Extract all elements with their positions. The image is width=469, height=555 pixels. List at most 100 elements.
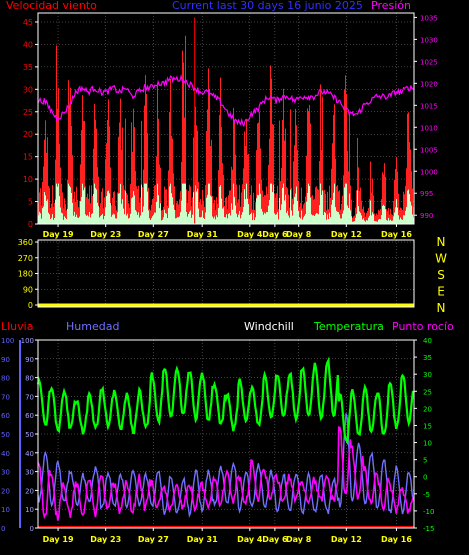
wind-pressure-panel (37, 13, 414, 224)
dewpoint-line (37, 426, 414, 521)
temp-tick-label: -15 (423, 525, 434, 533)
humidity-tick-label: 50 (25, 431, 34, 439)
day-label: Day 16 (381, 535, 412, 544)
humidity-tick-label: 60 (25, 412, 34, 420)
temp-tick-label: 0 (423, 474, 427, 482)
temp-tick-label: 25 (423, 388, 432, 396)
temp-tick-label: 40 (423, 337, 432, 345)
wind-axis-ticks: 0 5 10 15 20 25 30 35 40 45 (23, 18, 38, 229)
rain-tick-label: 60 (1, 412, 10, 420)
humidity-axis-label: Humedad (66, 320, 119, 333)
day-label: Day 27 (138, 535, 169, 544)
pressure-line (37, 73, 414, 128)
temp-tick-label: 20 (423, 405, 432, 413)
temp-tick-label: 5 (423, 457, 427, 465)
wind-axis-label: Velocidad viento (6, 0, 97, 12)
compass-label: N (437, 235, 446, 249)
direction-axis-ticks: 0 90 180 270 360 (18, 238, 38, 310)
rain-axis-label: Lluvia (1, 320, 33, 333)
direction-tick-label: 180 (18, 270, 33, 279)
temp-tick-label: 15 (423, 422, 432, 430)
temperature-label: Temperatura (313, 320, 384, 333)
climate-panel (36, 340, 415, 528)
rain-tick-label: 30 (1, 469, 10, 477)
rain-tick-label: 0 (1, 525, 5, 533)
wind-tick-label: 0 (28, 220, 33, 229)
rain-tick-label: 20 (1, 487, 10, 495)
temp-tick-label: -10 (423, 508, 434, 516)
compass-label: S (437, 268, 445, 282)
wind-tick-label: 10 (23, 175, 33, 184)
chart-title: Current last 30 days 16 junio 2025 (172, 0, 363, 12)
rain-tick-label: 10 (1, 506, 10, 514)
humidity-tick-label: 10 (25, 506, 34, 514)
humidity-tick-label: 70 (25, 393, 34, 401)
wind-panel-frame (37, 12, 415, 225)
wind-tick-label: 40 (23, 40, 33, 49)
temp-tick-label: 30 (423, 371, 432, 379)
compass-label: W (435, 252, 447, 266)
windchill-label: Windchill (244, 320, 294, 333)
day-label: Day 4 (237, 230, 263, 239)
wind-tick-label: 20 (23, 130, 33, 139)
pressure-tick-label: 990 (420, 212, 433, 220)
wind-tick-label: 25 (23, 108, 33, 117)
rain-tick-label: 40 (1, 450, 10, 458)
day-label: Day 31 (187, 535, 218, 544)
day-label: Day 4 (237, 535, 263, 544)
humidity-tick-label: 90 (25, 356, 34, 364)
pressure-tick-label: 1030 (420, 36, 438, 44)
pressure-axis-ticks: 990 995 1000 1005 1010 1015 1020 1025 1030 1035 (414, 14, 438, 220)
rain-tick-label: 70 (1, 393, 10, 401)
day-label: Day 8 (286, 535, 312, 544)
wind-tick-label: 45 (23, 18, 33, 27)
pressure-tick-label: 1020 (420, 80, 438, 88)
pressure-tick-label: 1000 (420, 168, 438, 176)
compass-label: E (437, 285, 445, 299)
day-label: Day 12 (331, 535, 362, 544)
wind-tick-label: 35 (23, 63, 33, 72)
direction-tick-label: 270 (18, 254, 33, 263)
day-label: Day 6 (262, 535, 288, 544)
pressure-tick-label: 1005 (420, 146, 438, 154)
compass-label: N (437, 301, 446, 315)
day-label: Day 23 (90, 535, 121, 544)
humidity-tick-label: 0 (30, 525, 34, 533)
humidity-tick-label: 20 (25, 487, 34, 495)
day-label: Day 19 (43, 535, 74, 544)
rain-tick-label: 90 (1, 356, 10, 364)
pressure-tick-label: 1010 (420, 124, 438, 132)
humidity-line (37, 413, 414, 519)
climate-axis-ticks: 0102030405060708090100010203040506070809… (1, 337, 434, 533)
humidity-tick-label: 100 (21, 337, 34, 345)
temp-tick-label: 10 (423, 440, 432, 448)
day-label: Day 8 (286, 230, 312, 239)
pressure-tick-label: 1025 (420, 58, 438, 66)
direction-tick-label: 360 (18, 238, 33, 247)
direction-tick-label: 90 (23, 285, 33, 294)
temperature-line (36, 356, 415, 446)
pressure-tick-label: 1015 (420, 102, 438, 110)
pressure-axis-label: Presión (371, 0, 411, 12)
humidity-tick-label: 80 (25, 375, 34, 383)
pressure-tick-label: 995 (420, 190, 433, 198)
day-label: Day 16 (381, 230, 412, 239)
humidity-tick-label: 40 (25, 450, 34, 458)
wind-tick-label: 30 (23, 85, 33, 94)
temp-tick-label: 35 (423, 354, 432, 362)
day-label: Day 23 (90, 230, 121, 239)
rain-tick-label: 100 (1, 337, 14, 345)
day-label: Day 27 (138, 230, 169, 239)
temp-tick-label: -5 (423, 491, 430, 499)
dewpoint-label: Punto rocío (392, 320, 454, 333)
pressure-tick-label: 1035 (420, 14, 438, 22)
day-label: Day 6 (262, 230, 288, 239)
day-label: Day 12 (331, 230, 362, 239)
direction-tick-label: 0 (28, 301, 33, 310)
wind-tick-label: 5 (28, 198, 33, 207)
day-label: Day 31 (187, 230, 218, 239)
